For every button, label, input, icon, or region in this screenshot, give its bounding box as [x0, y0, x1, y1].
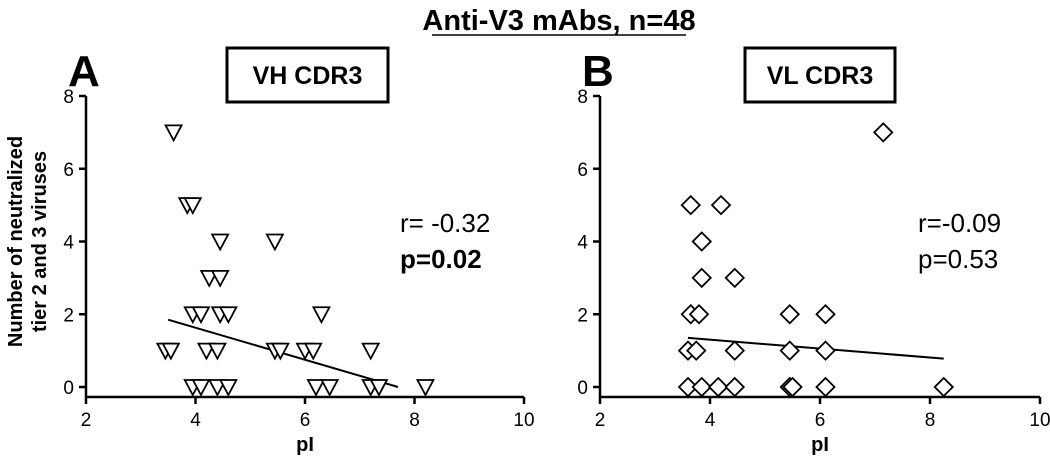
title-box: [225, 46, 390, 104]
data-point: [191, 379, 211, 397]
data-point: [815, 303, 836, 325]
data-point: [724, 376, 746, 398]
y-tick-label: 6: [577, 160, 588, 181]
data-point: [815, 376, 836, 398]
data-point: [680, 194, 702, 216]
y-axis-label: Number of neutralized: [5, 136, 27, 347]
data-point: [218, 306, 238, 325]
y-tick-label: 0: [63, 378, 74, 399]
stat-p: p=0.02: [400, 244, 482, 274]
stat-p: p=0.53: [918, 244, 998, 274]
data-point: [691, 376, 713, 398]
x-tick-label: 8: [925, 410, 936, 431]
x-tick-label: 6: [815, 410, 826, 431]
data-point: [710, 194, 732, 216]
panel-letter: A: [68, 47, 100, 96]
data-point: [183, 197, 203, 216]
data-point: [872, 122, 894, 143]
y-axis-label: tier 2 and 3 viruses: [29, 151, 51, 332]
data-point: [724, 267, 746, 289]
data-point: [782, 376, 803, 398]
y-tick-label: 0: [577, 378, 588, 399]
y-tick-label: 6: [63, 160, 74, 181]
x-tick-label: 6: [300, 410, 311, 431]
x-tick-label: 2: [595, 410, 606, 431]
data-point: [210, 233, 230, 252]
data-point: [415, 379, 435, 397]
data-point: [369, 379, 389, 397]
data-point: [207, 342, 227, 361]
y-tick-label: 4: [577, 233, 588, 254]
stat-r: r=-0.09: [918, 208, 1001, 238]
x-axis-label: pI: [296, 434, 314, 456]
title-box-label: VH CDR3: [253, 62, 363, 90]
title-box-label: VL CDR3: [767, 62, 874, 90]
data-point: [361, 342, 381, 361]
data-point: [677, 376, 699, 398]
data-point: [265, 233, 285, 252]
data-point: [707, 376, 729, 398]
y-tick-label: 8: [577, 87, 588, 108]
y-tick-label: 2: [63, 305, 74, 326]
data-point: [320, 379, 340, 397]
data-point: [164, 124, 184, 143]
data-point: [691, 231, 713, 252]
y-tick-label: 8: [63, 87, 74, 108]
data-point: [191, 306, 211, 325]
data-point: [270, 342, 290, 361]
data-point: [815, 340, 836, 361]
y-tick-label: 2: [577, 305, 588, 326]
data-point: [306, 379, 326, 397]
figure-title: Anti-V3 mAbs, n=48: [422, 5, 695, 37]
data-point: [161, 342, 181, 361]
data-point: [311, 306, 331, 325]
x-tick-label: 4: [190, 410, 201, 431]
y-tick-label: 4: [63, 233, 74, 254]
data-point: [685, 340, 707, 361]
data-point: [779, 303, 801, 325]
panel-letter: B: [582, 47, 614, 96]
x-tick-label: 10: [513, 410, 534, 431]
x-tick-label: 2: [81, 410, 92, 431]
data-point: [691, 267, 713, 289]
data-point: [218, 379, 238, 397]
data-point: [724, 340, 746, 361]
x-axis-label: pI: [811, 434, 829, 456]
x-tick-label: 10: [1029, 410, 1050, 431]
data-point: [779, 340, 801, 361]
x-tick-label: 8: [409, 410, 420, 431]
stat-r: r= -0.32: [400, 208, 490, 238]
data-point: [688, 303, 710, 325]
data-point: [210, 269, 230, 288]
title-box: [743, 46, 897, 104]
data-point: [933, 376, 955, 398]
data-point: [303, 342, 323, 361]
regression-line: [687, 336, 944, 360]
x-tick-label: 4: [705, 410, 716, 431]
